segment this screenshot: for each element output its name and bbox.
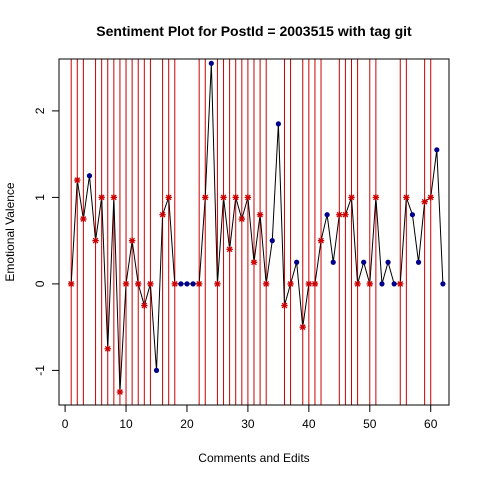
y-axis-label: Emotional Valence xyxy=(3,182,17,281)
edit-point xyxy=(141,302,148,309)
edit-point xyxy=(348,194,355,201)
x-axis: 0 10 20 30 40 50 60 xyxy=(62,404,438,431)
edit-point xyxy=(135,280,142,288)
comment-point xyxy=(330,259,336,265)
comment-point xyxy=(409,212,416,218)
edit-point xyxy=(299,323,306,331)
comment-point xyxy=(208,60,214,66)
comment-point xyxy=(275,121,281,127)
series-line-group xyxy=(70,63,444,393)
x-tick-label: 10 xyxy=(119,417,133,431)
x-tick-label: 60 xyxy=(424,417,438,431)
markers-group xyxy=(67,60,446,396)
comment-point xyxy=(361,259,367,265)
edit-point xyxy=(238,215,246,223)
edit-point xyxy=(305,280,313,288)
comment-point xyxy=(86,173,93,179)
comment-point xyxy=(190,281,196,287)
y-tick-label: 1 xyxy=(33,194,47,201)
edit-point xyxy=(214,280,221,288)
y-tick-label: 2 xyxy=(33,107,47,114)
edit-point xyxy=(244,194,252,201)
edit-point xyxy=(195,280,203,288)
edit-point xyxy=(366,280,373,288)
comment-point xyxy=(178,281,184,287)
y-tick-label: 0 xyxy=(33,280,47,287)
edit-point xyxy=(80,215,87,223)
edit-point xyxy=(67,280,75,288)
x-tick-label: 50 xyxy=(363,417,377,431)
comment-point xyxy=(440,281,446,287)
comment-point xyxy=(324,212,330,218)
edit-point xyxy=(250,259,258,266)
edit-point xyxy=(159,211,166,218)
y-tick-label: -1 xyxy=(33,365,47,376)
edit-lines xyxy=(70,59,432,405)
edit-point xyxy=(354,280,361,288)
edit-point xyxy=(372,194,380,201)
edit-point xyxy=(336,211,343,218)
chart-title: Sentiment Plot for PostId = 2003515 with… xyxy=(96,23,412,39)
comment-point xyxy=(385,259,391,265)
x-tick-label: 40 xyxy=(302,417,316,431)
edit-point xyxy=(421,198,428,205)
edit-point xyxy=(281,302,288,309)
edit-point xyxy=(342,211,349,218)
edit-point xyxy=(311,280,319,288)
edit-point xyxy=(147,280,154,288)
comment-point xyxy=(184,281,190,287)
edit-point xyxy=(92,237,99,244)
series-line xyxy=(70,63,444,393)
edit-point xyxy=(98,194,105,201)
edit-point xyxy=(262,280,270,288)
x-axis-label: Comments and Edits xyxy=(198,451,309,465)
edit-point xyxy=(165,194,172,201)
edit-point xyxy=(74,176,81,184)
x-tick-label: 30 xyxy=(241,417,255,431)
edit-point xyxy=(317,237,325,244)
comment-point xyxy=(391,281,397,287)
comment-point xyxy=(415,259,422,265)
edit-point xyxy=(232,194,239,201)
edit-point xyxy=(110,194,118,201)
edit-point xyxy=(220,194,227,201)
comment-point xyxy=(434,147,440,153)
edit-point xyxy=(202,194,209,201)
comment-point xyxy=(294,259,300,265)
comment-point xyxy=(379,281,385,287)
x-tick-label: 0 xyxy=(62,417,69,431)
edit-point xyxy=(122,280,130,288)
edit-point xyxy=(287,280,294,288)
edit-point xyxy=(397,280,404,288)
edit-point xyxy=(171,280,178,288)
edit-point xyxy=(403,194,410,201)
edit-point xyxy=(116,388,124,396)
edit-point xyxy=(128,237,136,244)
comment-point xyxy=(269,238,275,244)
edit-point xyxy=(226,246,233,253)
edit-point xyxy=(104,345,111,352)
x-tick-label: 20 xyxy=(180,417,194,431)
y-axis: -1 0 1 2 xyxy=(33,107,60,376)
edit-point xyxy=(256,211,264,218)
comment-point xyxy=(153,367,160,373)
edit-point xyxy=(427,194,434,201)
